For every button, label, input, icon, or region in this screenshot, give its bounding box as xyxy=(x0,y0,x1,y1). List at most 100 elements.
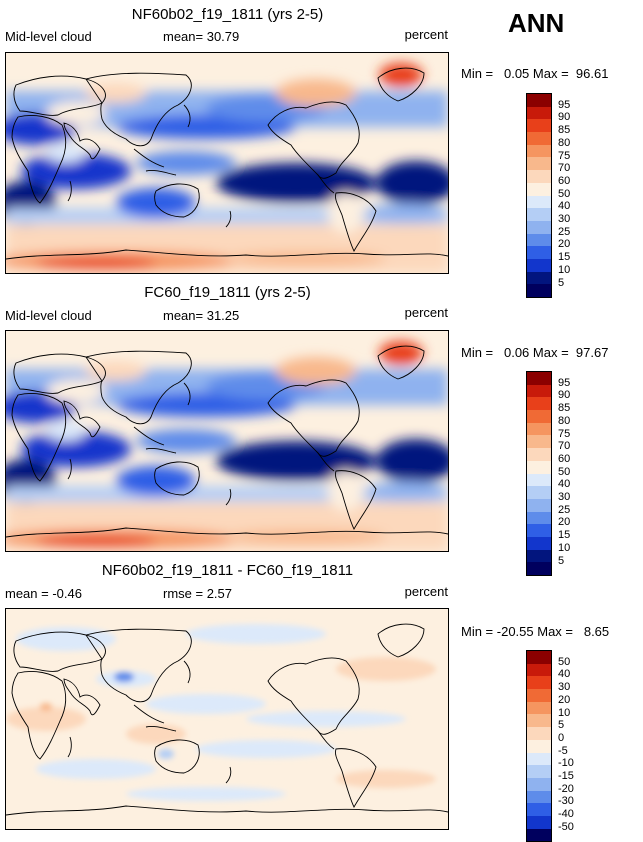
colorbar-swatch xyxy=(527,422,551,436)
units-label: percent xyxy=(404,27,448,42)
map-field xyxy=(6,53,448,273)
colorbar-label: 95 xyxy=(558,98,571,111)
colorbar-label: 20 xyxy=(558,238,571,251)
panel-title: NF60b02_f19_1811 (yrs 2-5) xyxy=(131,6,324,23)
colorbar-swatch xyxy=(527,258,551,272)
colorbar-swatch xyxy=(527,397,551,411)
colorbar-label: 75 xyxy=(558,149,571,162)
variable-label: Mid-level cloud xyxy=(5,29,92,44)
map-field xyxy=(6,331,448,551)
colorbar-label: -50 xyxy=(558,820,574,833)
colorbar-label: 40 xyxy=(558,200,571,213)
colorbar-swatch xyxy=(527,727,551,740)
colorbar-label: 15 xyxy=(558,251,571,264)
colorbar-label: 80 xyxy=(558,136,571,149)
colorbar xyxy=(526,93,552,298)
colorbar-label: 15 xyxy=(558,529,571,542)
colorbar-swatch xyxy=(527,790,551,804)
variable-label: Mid-level cloud xyxy=(5,308,92,323)
colorbar-swatch xyxy=(527,119,551,133)
colorbar-swatch xyxy=(527,803,551,816)
colorbar-swatch xyxy=(527,246,551,259)
colorbar-swatch xyxy=(527,157,551,171)
colorbar-swatch xyxy=(527,182,551,196)
colorbar-swatch xyxy=(527,132,551,145)
mean-label: mean= 30.79 xyxy=(163,29,240,44)
colorbar-label: 90 xyxy=(558,389,571,402)
colorbar-label: 40 xyxy=(558,478,571,491)
colorbar-swatch xyxy=(527,777,551,791)
colorbar-swatch xyxy=(527,208,551,221)
colorbar-label: 5 xyxy=(558,719,565,732)
colorbar-swatch xyxy=(527,170,551,183)
colorbar-swatch xyxy=(527,651,551,664)
colorbar-label: 80 xyxy=(558,414,571,427)
colorbar-label: 85 xyxy=(558,124,571,137)
mean-label: mean = -0.46 xyxy=(5,586,82,601)
colorbar-label: 85 xyxy=(558,402,571,415)
colorbar-label: 10 xyxy=(558,263,571,276)
colorbar-swatch xyxy=(527,739,551,753)
colorbar-swatch xyxy=(527,271,551,285)
colorbar-label: 60 xyxy=(558,452,571,465)
colorbar-label: 75 xyxy=(558,427,571,440)
colorbar-swatch xyxy=(527,765,551,778)
colorbar-label: 60 xyxy=(558,174,571,187)
panel-title: FC60_f19_1811 (yrs 2-5) xyxy=(144,284,311,301)
colorbar-swatch xyxy=(527,106,551,120)
colorbar-label: -30 xyxy=(558,795,574,808)
rmse-label: rmse = 2.57 xyxy=(163,586,233,601)
colorbar-swatch xyxy=(527,828,551,842)
colorbar-swatch xyxy=(527,435,551,449)
map-panel xyxy=(5,608,449,830)
colorbar-label: 5 xyxy=(558,554,565,567)
colorbar-label: -20 xyxy=(558,782,574,795)
units-label: percent xyxy=(404,305,448,320)
colorbar-swatch xyxy=(527,233,551,247)
colorbar-swatch xyxy=(527,752,551,766)
colorbar xyxy=(526,371,552,576)
colorbar-label: 20 xyxy=(558,516,571,529)
colorbar-swatch xyxy=(527,486,551,499)
colorbar-swatch xyxy=(527,460,551,474)
colorbar-swatch xyxy=(527,549,551,563)
mean-label: mean= 31.25 xyxy=(163,308,240,323)
colorbar-swatch xyxy=(527,511,551,525)
colorbar-label: -5 xyxy=(558,744,568,757)
colorbar-label: 25 xyxy=(558,225,571,238)
colorbar-swatch xyxy=(527,663,551,677)
colorbar-swatch xyxy=(527,562,551,575)
colorbar-label: 50 xyxy=(558,187,571,200)
colorbar-swatch xyxy=(527,524,551,537)
colorbar-swatch xyxy=(527,536,551,550)
colorbar-label: 30 xyxy=(558,491,571,503)
colorbar-label: 40 xyxy=(558,668,571,681)
season-label: ANN xyxy=(508,8,565,38)
colorbar-label: 70 xyxy=(558,440,571,453)
map-panel xyxy=(5,52,449,274)
colorbar-label: 25 xyxy=(558,503,571,516)
colorbar-label: 5 xyxy=(558,276,565,289)
colorbar xyxy=(526,650,552,842)
colorbar-label: 50 xyxy=(558,465,571,478)
colorbar-label: 50 xyxy=(558,655,571,668)
colorbar-swatch xyxy=(527,220,551,234)
colorbar-label: 30 xyxy=(558,681,571,694)
colorbar-swatch xyxy=(527,714,551,728)
colorbar-swatch xyxy=(527,284,551,297)
colorbar-swatch xyxy=(527,410,551,423)
min-max-label: Min = 0.05 Max = 96.61 xyxy=(461,66,609,81)
colorbar-swatch xyxy=(527,689,551,702)
colorbar-label: -10 xyxy=(558,757,574,770)
colorbar-label: 20 xyxy=(558,693,571,706)
colorbar-label: 10 xyxy=(558,541,571,554)
colorbar-label: 0 xyxy=(558,731,565,744)
colorbar-swatch xyxy=(527,448,551,461)
colorbar-swatch xyxy=(527,372,551,385)
colorbar-swatch xyxy=(527,94,551,107)
colorbar-label: -40 xyxy=(558,808,574,821)
colorbar-swatch xyxy=(527,384,551,398)
map-field xyxy=(6,609,448,829)
colorbar-label: 70 xyxy=(558,162,571,175)
min-max-label: Min = 0.06 Max = 97.67 xyxy=(461,345,609,360)
